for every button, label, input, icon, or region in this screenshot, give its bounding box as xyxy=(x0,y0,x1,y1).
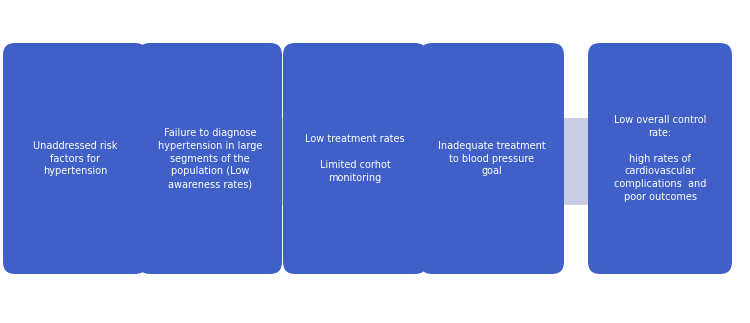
Text: Low overall control
rate:

high rates of
cardiovascular
complications  and
poor : Low overall control rate: high rates of … xyxy=(614,115,706,202)
FancyBboxPatch shape xyxy=(588,43,732,274)
Polygon shape xyxy=(28,118,722,205)
Text: Low treatment rates

Limited corhot
monitoring: Low treatment rates Limited corhot monit… xyxy=(305,134,405,183)
FancyBboxPatch shape xyxy=(3,43,147,274)
Text: Unaddressed risk
factors for
hypertension: Unaddressed risk factors for hypertensio… xyxy=(33,141,117,176)
Text: Inadequate treatment
to blood pressure
goal: Inadequate treatment to blood pressure g… xyxy=(438,141,546,176)
FancyBboxPatch shape xyxy=(138,43,282,274)
FancyBboxPatch shape xyxy=(283,43,427,274)
Text: Failure to diagnose
hypertension in large
segments of the
population (Low
awaren: Failure to diagnose hypertension in larg… xyxy=(158,128,262,189)
FancyBboxPatch shape xyxy=(420,43,564,274)
